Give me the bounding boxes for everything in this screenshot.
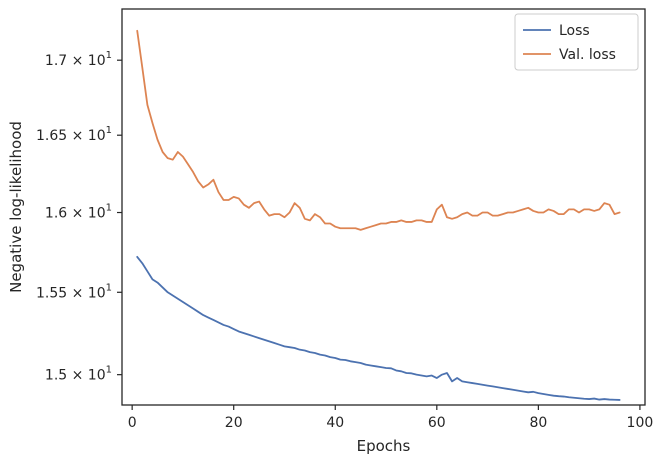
- y-axis-title: Negative log-likelihood: [7, 121, 25, 293]
- y-tick-label: 1.65 × 101: [36, 125, 112, 144]
- legend-label-1: Loss: [559, 23, 590, 39]
- y-tick-label: 1.55 × 101: [36, 282, 112, 301]
- x-tick-label: 0: [128, 415, 137, 431]
- x-axis: 0 20 40 60 80 100: [128, 405, 654, 431]
- series-line-1: [136, 255, 621, 401]
- x-tick-label: 100: [627, 415, 654, 431]
- x-tick-label: 60: [428, 415, 446, 431]
- x-tick-label: 80: [529, 415, 547, 431]
- y-axis: 1.5 × 101 1.55 × 101 1.6 × 101 1.65 × 101 1.…: [36, 50, 122, 384]
- y-tick-label: 1.6 × 101: [45, 203, 112, 222]
- series-lines: [136, 29, 621, 401]
- legend-label-2: Val. loss: [559, 47, 616, 63]
- y-tick-label: 1.5 × 101: [45, 365, 112, 384]
- x-axis-title: Epochs: [357, 437, 411, 455]
- x-tick-label: 20: [225, 415, 243, 431]
- series-line-2: [136, 29, 621, 231]
- legend-box: [514, 13, 639, 71]
- legend: Loss Val. loss: [514, 13, 639, 71]
- plot-frame: [121, 8, 646, 406]
- x-tick-label: 40: [326, 415, 344, 431]
- y-tick-label: 1.7 × 101: [45, 50, 112, 69]
